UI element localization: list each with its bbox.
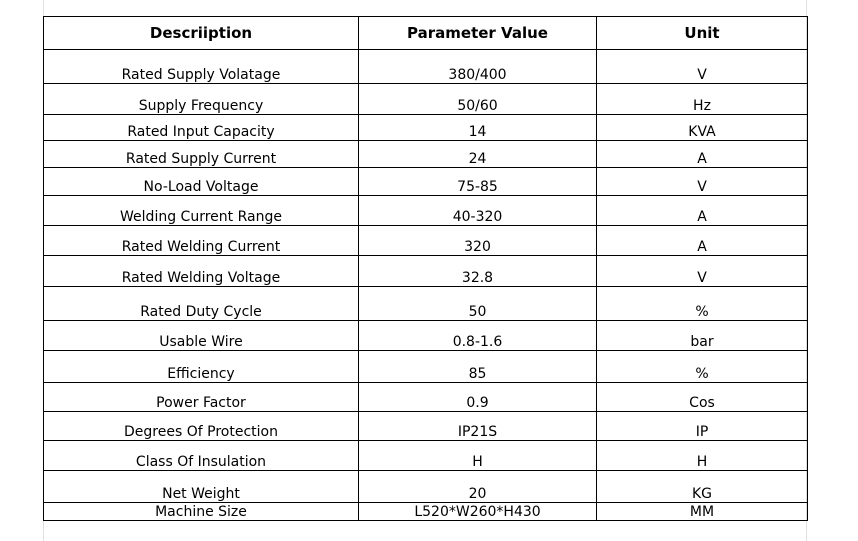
table-row: Rated Welding Voltage 32.8 V (43, 255, 808, 287)
value-cell: 380/400 (358, 49, 597, 84)
value-cell: 24 (358, 140, 597, 168)
unit-cell: H (596, 440, 808, 471)
table-row: Rated Supply Current 24 A (43, 140, 808, 168)
table-row: No-Load Voltage 75-85 V (43, 167, 808, 196)
value-cell: 40-320 (358, 195, 597, 226)
description-cell: Welding Current Range (43, 195, 359, 226)
description-cell: Usable Wire (43, 320, 359, 351)
unit-cell: V (596, 167, 808, 196)
description-cell: No-Load Voltage (43, 167, 359, 196)
table-row: Degrees Of Protection IP21S IP (43, 411, 808, 441)
description-cell: Rated Supply Current (43, 140, 359, 168)
unit-cell: V (596, 49, 808, 84)
table-row: Rated Supply Volatage 380/400 V (43, 49, 808, 84)
unit-cell: IP (596, 411, 808, 441)
value-cell: 20 (358, 470, 597, 503)
table-row: Net Weight 20 KG (43, 470, 808, 503)
description-cell: Rated Welding Voltage (43, 255, 359, 287)
unit-cell: bar (596, 320, 808, 351)
value-cell: 14 (358, 114, 597, 141)
description-cell: Supply Frequency (43, 83, 359, 115)
unit-cell: A (596, 225, 808, 256)
value-cell: 0.9 (358, 382, 597, 412)
value-cell: H (358, 440, 597, 471)
table-row: Usable Wire 0.8-1.6 bar (43, 320, 808, 351)
description-cell: Class Of Insulation (43, 440, 359, 471)
specification-table: Descriiption Parameter Value Unit Rated … (43, 16, 808, 521)
unit-cell: V (596, 255, 808, 287)
table-row: Rated Welding Current 320 A (43, 225, 808, 256)
description-cell: Rated Input Capacity (43, 114, 359, 141)
unit-cell: A (596, 140, 808, 168)
unit-cell: Cos (596, 382, 808, 412)
value-cell: 32.8 (358, 255, 597, 287)
value-cell: 320 (358, 225, 597, 256)
unit-cell: Hz (596, 83, 808, 115)
unit-cell: % (596, 286, 808, 321)
description-cell: Machine Size (43, 502, 359, 521)
table-row: Class Of Insulation H H (43, 440, 808, 471)
description-cell: Rated Welding Current (43, 225, 359, 256)
table-header-row: Descriiption Parameter Value Unit (43, 16, 808, 50)
description-cell: Power Factor (43, 382, 359, 412)
header-description: Descriiption (43, 16, 359, 50)
value-cell: IP21S (358, 411, 597, 441)
header-unit: Unit (596, 16, 808, 50)
unit-cell: KG (596, 470, 808, 503)
description-cell: Rated Supply Volatage (43, 49, 359, 84)
value-cell: 50 (358, 286, 597, 321)
unit-cell: MM (596, 502, 808, 521)
table-row: Rated Duty Cycle 50 % (43, 286, 808, 321)
unit-cell: KVA (596, 114, 808, 141)
value-cell: 50/60 (358, 83, 597, 115)
table-row: Power Factor 0.9 Cos (43, 382, 808, 412)
table-row: Machine Size L520*W260*H430 MM (43, 502, 808, 521)
table-row: Rated Input Capacity 14 KVA (43, 114, 808, 141)
table-row: Efficiency 85 % (43, 350, 808, 383)
value-cell: 85 (358, 350, 597, 383)
description-cell: Net Weight (43, 470, 359, 503)
unit-cell: % (596, 350, 808, 383)
table-row: Supply Frequency 50/60 Hz (43, 83, 808, 115)
unit-cell: A (596, 195, 808, 226)
value-cell: L520*W260*H430 (358, 502, 597, 521)
description-cell: Efficiency (43, 350, 359, 383)
value-cell: 75-85 (358, 167, 597, 196)
description-cell: Degrees Of Protection (43, 411, 359, 441)
header-parameter-value: Parameter Value (358, 16, 597, 50)
description-cell: Rated Duty Cycle (43, 286, 359, 321)
value-cell: 0.8-1.6 (358, 320, 597, 351)
table-row: Welding Current Range 40-320 A (43, 195, 808, 226)
